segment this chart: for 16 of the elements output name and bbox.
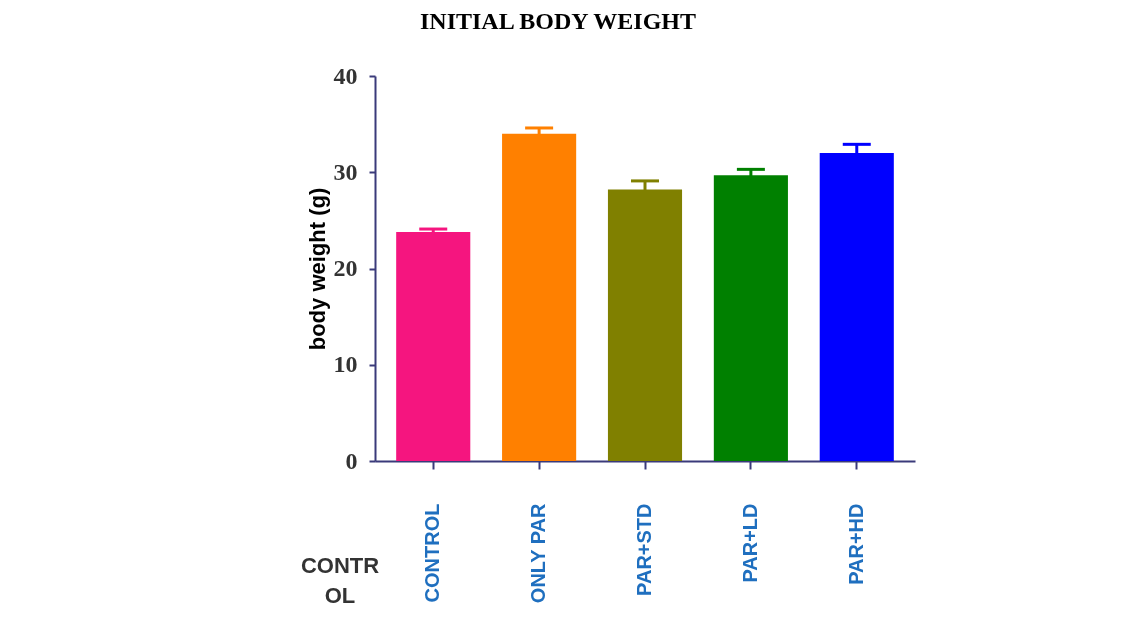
bar — [713, 175, 788, 461]
x-tick-label: PAR+LD — [738, 503, 761, 583]
y-tick-label: 20 — [333, 255, 358, 281]
chart-title: INITIAL BODY WEIGHT — [419, 8, 697, 34]
x-tick-label: CONTROL — [421, 503, 444, 603]
x-tick-label: PAR+HD — [844, 503, 867, 585]
text: CONTR OL — [300, 553, 380, 608]
y-tick-label: 0 — [345, 447, 358, 474]
x-tick-label: ONLY PAR — [527, 502, 550, 604]
y-tick-label: 30 — [333, 158, 358, 185]
y-tick-label: 40 — [333, 62, 358, 89]
bar — [502, 133, 577, 461]
x-tick-label: PAR+STD — [633, 503, 655, 596]
y-axis-title: body weight (g) — [304, 187, 330, 351]
bar — [396, 231, 471, 461]
y-tick-label: 10 — [333, 351, 358, 378]
